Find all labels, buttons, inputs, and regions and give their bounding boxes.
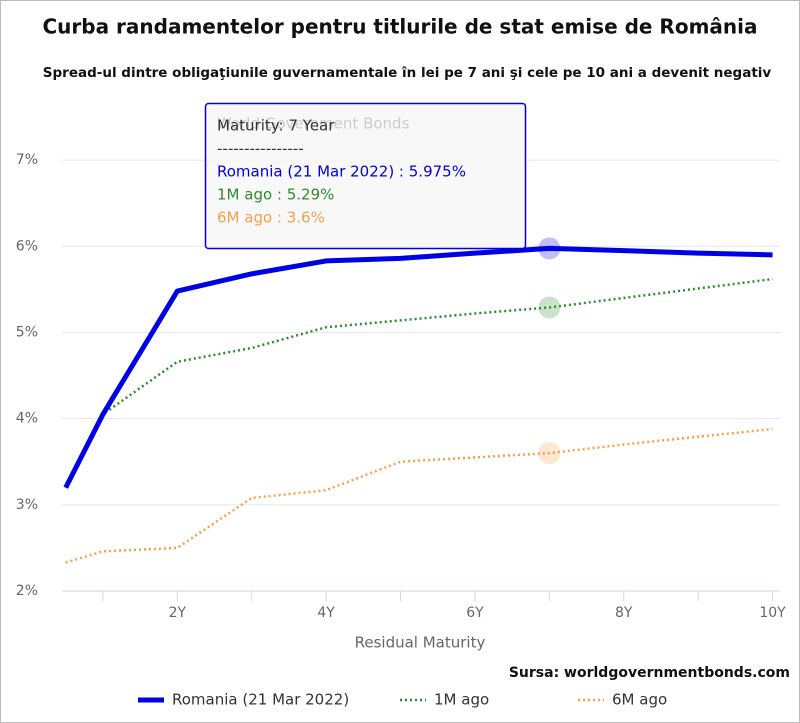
- y-tick-label: 5%: [16, 324, 38, 340]
- tooltip-line: ----------------: [217, 140, 304, 158]
- tooltip-box: [204, 102, 527, 250]
- series-line: [65, 427, 773, 564]
- series-line: [63, 245, 773, 489]
- y-tick-label: 6%: [16, 238, 38, 254]
- source: Sursa: worldgovernmentbonds.com: [509, 665, 790, 681]
- tooltip-line: Maturity: 7 Year: [217, 117, 335, 135]
- y-tick-label: 3%: [16, 497, 38, 513]
- y-tick-label: 4%: [16, 411, 38, 427]
- chart-title: Curba randamentelor pentru titlurile de …: [43, 15, 758, 39]
- highlight-point: [538, 442, 561, 465]
- tooltip-line: 1M ago : 5.29%: [217, 186, 334, 204]
- highlight-point: [538, 237, 561, 260]
- x-tick-label: 8Y: [615, 605, 633, 621]
- x-tick-label: 4Y: [317, 605, 335, 621]
- x-axis-label: Residual Maturity: [355, 634, 486, 652]
- legend-label: 1M ago: [434, 691, 489, 709]
- series-line: [64, 277, 773, 489]
- legend-label: 6M ago: [612, 691, 667, 709]
- legend-label: Romania (21 Mar 2022): [172, 691, 349, 709]
- x-tick-label: 10Y: [759, 605, 786, 621]
- tooltip-line: 6M ago : 3.6%: [217, 209, 325, 227]
- tooltip-line: Romania (21 Mar 2022) : 5.975%: [217, 163, 466, 181]
- x-tick-label: 6Y: [466, 605, 484, 621]
- y-tick-label: 2%: [16, 583, 38, 599]
- y-tick-label: 7%: [16, 152, 38, 168]
- chart-subtitle: Spread-ul dintre obligaţiunile guvername…: [43, 65, 772, 81]
- highlight-point: [538, 296, 561, 319]
- x-tick-label: 2Y: [169, 605, 187, 621]
- watermark: World Government Bonds: [217, 115, 410, 133]
